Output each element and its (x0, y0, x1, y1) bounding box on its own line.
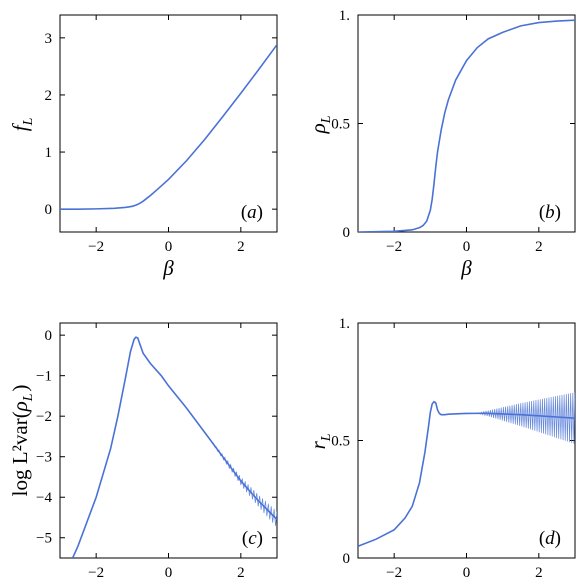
y-tick-label: 1. (339, 316, 350, 332)
plot-area (71, 336, 277, 558)
error-band (477, 392, 575, 444)
panel-a: −2 0 2 0 1 2 3 β fL (a) (8, 14, 278, 280)
y-tick-label: 0 (343, 225, 351, 241)
x-tick-label: 0 (165, 239, 173, 255)
x-tick-label: −2 (386, 239, 402, 255)
plot-frame (357, 14, 576, 233)
panel-tag: (b) (539, 202, 561, 223)
panel-tag: (c) (242, 528, 263, 549)
panel-b: −2 0 2 0 0.5 1. β ρL (b) (306, 8, 576, 280)
panel-tag: (d) (539, 528, 561, 549)
y-tick-label: 0 (45, 328, 53, 344)
x-tick-label: −2 (386, 565, 402, 581)
plot-frame (357, 322, 576, 559)
y-tick-label: 2 (45, 88, 53, 104)
series-line (358, 19, 575, 232)
x-tick-label: −2 (88, 565, 104, 581)
y-axis-label: ρL (306, 114, 334, 135)
plot-frame (59, 14, 278, 233)
plot-area (358, 392, 575, 547)
x-tick-label: 2 (237, 239, 245, 255)
y-tick-label: 0 (343, 551, 351, 567)
y-tick-label: −1 (36, 369, 52, 385)
x-tick-label: 0 (463, 239, 471, 255)
y-tick-label: 3 (45, 31, 53, 47)
plot-area (60, 44, 277, 210)
plot-area (358, 19, 575, 232)
y-tick-label: 1. (339, 8, 350, 24)
x-axis-label: β (162, 256, 174, 280)
x-tick-label: 2 (535, 239, 543, 255)
y-tick-label: −3 (36, 450, 52, 466)
series-line (60, 44, 277, 210)
x-tick-label: 0 (165, 565, 173, 581)
x-tick-label: 2 (237, 565, 245, 581)
x-tick-label: −2 (88, 239, 104, 255)
y-tick-label: 0 (45, 202, 53, 218)
series-line (71, 336, 277, 558)
series-line (358, 400, 575, 547)
error-band (204, 432, 277, 527)
plot-frame (59, 322, 278, 559)
y-tick-label: 1 (45, 145, 53, 161)
x-tick-label: 0 (463, 565, 471, 581)
y-axis-label: fL (8, 116, 36, 131)
y-tick-label: 0.5 (331, 117, 350, 133)
panel-tag: (a) (241, 202, 263, 223)
y-tick-label: −5 (36, 531, 52, 547)
y-axis-label: log L²var(ρL ) (8, 385, 36, 497)
y-tick-label: −2 (36, 409, 52, 425)
x-axis-label: β (460, 256, 472, 280)
y-tick-label: 0.5 (331, 434, 350, 450)
y-axis-label: rL (306, 432, 334, 450)
y-tick-label: −4 (36, 490, 52, 506)
x-tick-label: 2 (535, 565, 543, 581)
